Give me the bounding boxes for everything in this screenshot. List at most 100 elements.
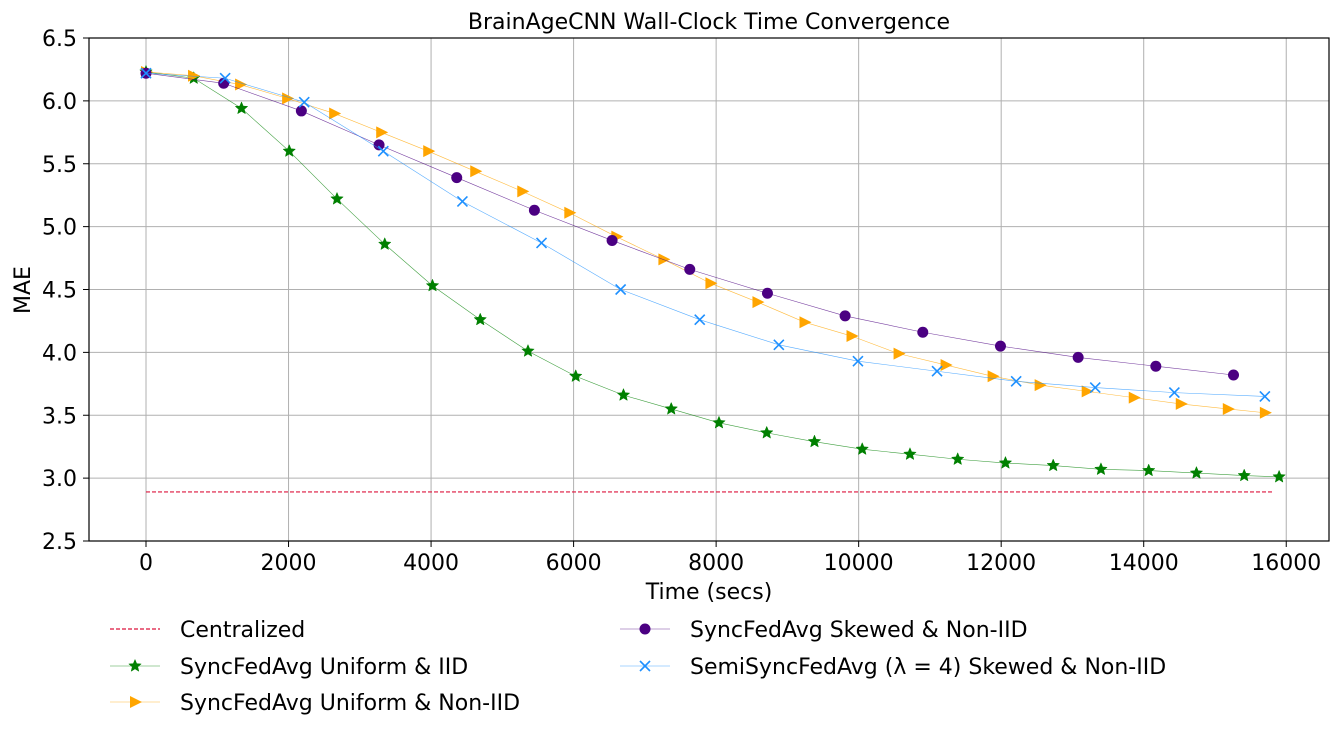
- data-point: [1141, 463, 1156, 477]
- data-point: [1150, 360, 1162, 372]
- data-point: [1089, 382, 1101, 394]
- data-point: [658, 253, 671, 266]
- data-point: [219, 72, 231, 84]
- data-point: [712, 415, 726, 429]
- legend-label: SyncFedAvg Skewed & Non-IID: [690, 618, 1028, 643]
- data-point: [425, 278, 440, 292]
- data-point: [295, 105, 307, 117]
- legend-item: SyncFedAvg Uniform & IID: [110, 655, 468, 680]
- data-point: [234, 101, 249, 115]
- data-point: [423, 145, 436, 158]
- data-point: [1237, 468, 1251, 482]
- data-point: [917, 326, 929, 338]
- data-point: [140, 67, 152, 79]
- data-point: [1175, 397, 1188, 410]
- data-point: [282, 144, 297, 157]
- data-point: [987, 370, 1000, 383]
- series-group: [139, 64, 1286, 493]
- series-line: [145, 72, 1265, 397]
- data-point: [903, 447, 917, 461]
- y-tick-label: 6.5: [42, 27, 77, 52]
- data-point: [1094, 462, 1108, 476]
- data-point: [1228, 369, 1240, 381]
- data-point: [1259, 406, 1272, 419]
- data-point: [470, 165, 483, 178]
- data-point: [298, 96, 310, 108]
- series-line: [145, 71, 1280, 478]
- data-point: [705, 277, 718, 290]
- data-point: [664, 401, 679, 415]
- data-point: [1046, 458, 1061, 472]
- data-point: [377, 145, 389, 157]
- data-point: [376, 126, 389, 139]
- data-point: [759, 425, 774, 439]
- data-point: [528, 204, 540, 216]
- legend-marker: [128, 658, 142, 672]
- data-point: [950, 452, 965, 466]
- x-tick-label: 8000: [688, 551, 744, 576]
- legend-label: SemiSyncFedAvg (λ = 4) Skewed & Non-IID: [690, 655, 1166, 680]
- data-point: [1168, 387, 1180, 399]
- legend: Centralized SyncFedAvg Uniform & IID SyncF…: [110, 618, 1166, 716]
- data-point: [377, 237, 392, 251]
- data-point: [1072, 351, 1084, 363]
- data-point: [1259, 390, 1271, 402]
- x-tick-label: 14000: [1109, 551, 1179, 576]
- data-point: [839, 310, 851, 322]
- y-tick-label: 3.0: [42, 467, 77, 492]
- axis-ticks: 0 2000 4000 6000 8000 10000 12000 14000 16000 2.5…: [42, 27, 1321, 576]
- legend-label: Centralized: [180, 618, 305, 643]
- data-point: [1189, 465, 1204, 479]
- data-point: [1222, 402, 1235, 415]
- data-point: [188, 69, 201, 82]
- x-tick-label: 16000: [1251, 551, 1321, 576]
- series-syncfedavg-uniform-iid: [139, 64, 1286, 483]
- data-point: [752, 296, 765, 309]
- series-semisyncfedavg-4-skewed-non-iid: [140, 67, 1271, 402]
- data-point: [456, 195, 468, 208]
- data-point: [282, 92, 295, 105]
- x-tick-label: 4000: [403, 551, 459, 576]
- data-point: [852, 355, 864, 367]
- data-point: [1010, 375, 1022, 387]
- legend-item: Centralized: [110, 618, 305, 643]
- y-tick-label: 5.5: [42, 153, 77, 178]
- data-point: [330, 191, 344, 205]
- data-point: [1034, 379, 1047, 392]
- legend-label: SyncFedAvg Uniform & Non-IID: [180, 691, 520, 716]
- y-tick-label: 4.5: [42, 279, 77, 304]
- data-point: [615, 283, 627, 296]
- data-point: [931, 365, 943, 377]
- data-point: [799, 316, 812, 329]
- data-point: [568, 369, 583, 383]
- data-point: [616, 387, 631, 401]
- y-tick-label: 3.5: [42, 404, 77, 429]
- y-tick-label: 6.0: [42, 90, 77, 115]
- grid-lines: [89, 37, 1329, 542]
- x-tick-label: 12000: [966, 551, 1036, 576]
- data-point: [606, 234, 618, 246]
- data-point: [564, 206, 577, 219]
- series-line: [145, 72, 1234, 376]
- x-axis-title: Time (secs): [645, 580, 773, 605]
- x-tick-label: 2000: [261, 551, 317, 576]
- data-point: [1272, 469, 1286, 483]
- data-point: [517, 185, 530, 198]
- data-point: [1081, 385, 1094, 398]
- data-point: [473, 312, 488, 326]
- data-point: [773, 339, 785, 351]
- x-tick-label: 0: [139, 551, 153, 576]
- data-point: [235, 78, 248, 91]
- data-point: [329, 107, 342, 120]
- legend-item: SyncFedAvg Skewed & Non-IID: [620, 618, 1028, 643]
- y-tick-label: 5.0: [42, 216, 77, 241]
- legend-marker: [639, 623, 651, 635]
- data-point: [998, 455, 1013, 469]
- data-point: [893, 347, 906, 360]
- series-line: [145, 71, 1265, 414]
- data-point: [846, 330, 859, 343]
- data-point: [373, 139, 385, 151]
- y-tick-label: 2.5: [42, 530, 77, 555]
- y-tick-label: 4.0: [42, 341, 77, 366]
